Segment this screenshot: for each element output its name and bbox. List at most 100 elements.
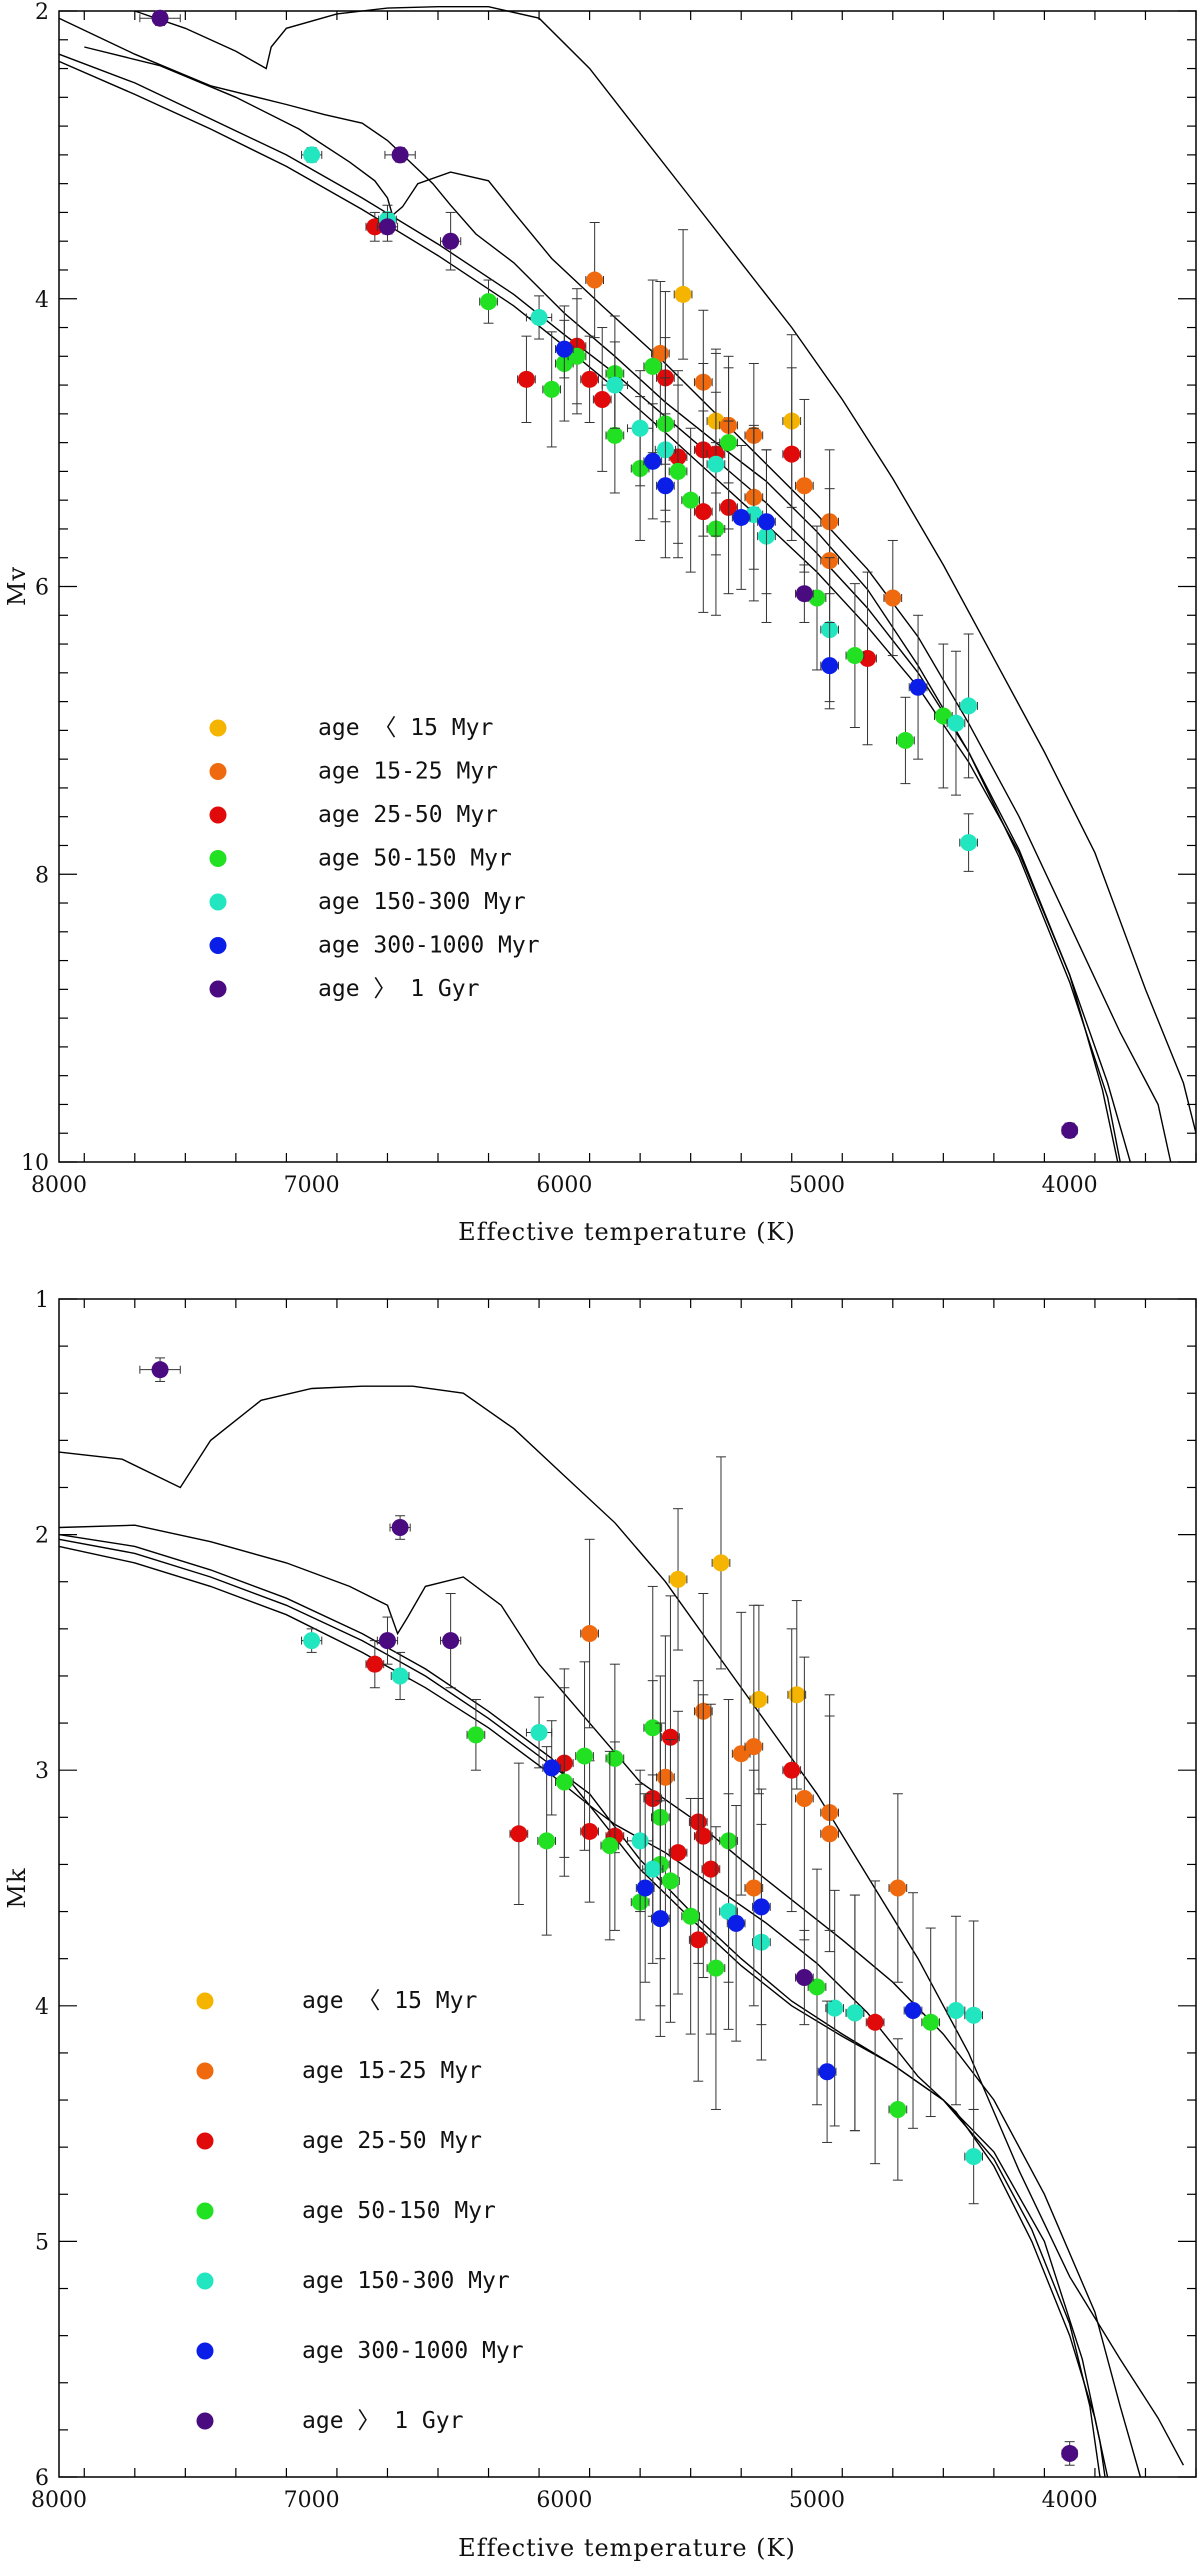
mv-point-7-6 [1061, 1121, 1079, 1139]
mv-legend-label-7: age 〉 1 Gyr [318, 976, 479, 1002]
mk-point-3-12 [688, 1797, 708, 2082]
mk-legend-label-1: age 〈 15 Myr [302, 1988, 477, 2014]
mk-point-1-1 [668, 1508, 688, 1651]
mv-point-5-5 [627, 370, 654, 487]
mk-point-4-12 [681, 1797, 701, 2035]
mv-legend-marker-6 [209, 937, 227, 954]
mk-point-7-2 [389, 1515, 411, 1540]
mk-axis-ticks: 8000 7000 6000 5000 4000 1 2 3 4 5 6 [31, 1288, 1197, 2513]
mv-point-7-4 [440, 211, 462, 271]
mk-point-3-13 [782, 1628, 802, 1913]
mk-points [139, 1357, 1079, 2466]
mv-point-3-12 [782, 367, 802, 541]
mk-point-4-13 [706, 1826, 726, 2110]
mk-point-2-9 [820, 1715, 839, 1953]
mv-y-tick-label: 2 [35, 0, 49, 25]
mv-y-tick-label: 6 [35, 576, 49, 601]
mk-y-tick-label: 1 [35, 1288, 49, 1313]
mk-point-6-7 [903, 1892, 923, 2129]
mk-point-4-6 [600, 1750, 620, 1941]
mk-isochrones [58, 1385, 1185, 2478]
mk-x-tick-label: 8000 [31, 2488, 87, 2513]
mk-point-5-10 [946, 1915, 966, 2106]
mv-legend-label-4: age 50-150 Myr [318, 846, 512, 872]
mv-point-6-4 [731, 445, 751, 590]
mk-point-3-8 [668, 1710, 688, 1995]
mk-point-1-4 [787, 1600, 807, 1790]
mv-isochrone-4 [84, 46, 1172, 1163]
mv-points [139, 9, 1079, 1139]
mk-point-5-12 [964, 2108, 983, 2205]
mk-legend-label-7: age 〉 1 Gyr [302, 2408, 463, 2434]
mk-point-3-14 [865, 1880, 885, 2165]
mk-x-tick-label: 4000 [1042, 2488, 1098, 2513]
mk-x-tick-label: 7000 [284, 2488, 340, 2513]
mk-legend-marker-3 [196, 2132, 214, 2150]
mv-legend-marker-1 [209, 719, 227, 737]
mv-point-3-5 [592, 327, 612, 472]
mv-x-tick-label: 7000 [284, 1173, 340, 1198]
mv-point-3-11 [693, 410, 713, 613]
mv-point-6-3 [656, 413, 675, 559]
mk-isochrone-4 [58, 1524, 1142, 2478]
mv-point-4-4 [567, 298, 587, 415]
mv-point-7-3 [376, 211, 399, 242]
mv-isochrone-5 [134, 6, 1197, 1134]
mk-point-2-10 [888, 1793, 908, 1983]
mv-point-4-17 [933, 643, 953, 789]
mv-legend-marker-5 [209, 893, 227, 911]
mk-point-6-2 [635, 1793, 655, 1983]
mv-point-7-5 [795, 564, 814, 623]
mk-point-3-1 [365, 1640, 385, 1689]
mk-legend-marker-6 [196, 2342, 214, 2360]
mk-legend: age 〈 15 Myr age 15-25 Myr age 25-50 Myr ag… [196, 1988, 524, 2434]
mv-point-5-11 [946, 650, 966, 796]
mk-point-4-11 [661, 1739, 680, 2023]
mv-legend-label-5: age 150-300 Myr [318, 889, 526, 915]
mk-point-5-3 [525, 1696, 553, 1769]
mk-x-tick-label: 6000 [536, 2488, 592, 2513]
mk-point-6-4 [726, 1805, 746, 2042]
mv-legend-label-3: age 25-50 Myr [318, 802, 498, 828]
mk-legend-label-5: age 150-300 Myr [302, 2268, 510, 2294]
mk-point-4-18 [888, 2038, 908, 2181]
mv-point-3-4 [580, 335, 599, 423]
mv-axis-ticks: 8000 7000 6000 5000 4000 2 4 6 8 10 [21, 0, 1197, 1198]
mv-y-tick-label: 4 [35, 288, 49, 313]
mv-point-4-15 [845, 583, 865, 728]
mk-y-tick-label: 2 [35, 1524, 49, 1549]
mk-point-4-17 [921, 1927, 941, 2118]
mk-x-axis-label: Effective temperature (K) [458, 2534, 796, 2562]
mv-legend-marker-2 [209, 763, 227, 780]
mv-point-4-13 [719, 355, 738, 530]
mv-point-6-7 [908, 614, 928, 760]
mk-point-3-10 [693, 1694, 713, 1979]
mk-point-3-11 [701, 1703, 721, 2035]
mk-point-4-4 [575, 1661, 594, 1851]
mk-y-tick-label: 6 [35, 2466, 49, 2491]
mv-x-tick-label: 5000 [789, 1173, 845, 1198]
mk-point-7-3 [376, 1616, 399, 1665]
mk-legend-marker-5 [196, 2272, 214, 2290]
mv-point-7-2 [384, 146, 416, 164]
mv-point-6-1 [554, 319, 574, 379]
mk-point-1-3 [749, 1604, 769, 1795]
mk-point-6-3 [651, 1800, 670, 2037]
mv-legend-marker-3 [209, 806, 227, 824]
mk-point-2-7 [795, 1656, 814, 1941]
mv-point-6-6 [820, 621, 839, 710]
mk-y-axis-label: Mk [3, 1867, 31, 1908]
mv-point-6-5 [757, 449, 776, 595]
mk-point-4-15 [807, 1868, 827, 2106]
mk-point-7-5 [795, 1929, 814, 2026]
mk-point-5-8 [825, 1889, 845, 2127]
mv-point-4-16 [896, 696, 915, 785]
mv-legend-marker-4 [209, 850, 227, 867]
mk-point-2-4 [731, 1611, 751, 1896]
mk-point-5-2 [390, 1651, 410, 1701]
mk-point-5-11 [964, 1920, 983, 2110]
mk-y-tick-label: 4 [35, 1995, 49, 2020]
mk-point-6-5 [752, 1788, 771, 2026]
mk-point-4-3 [554, 1687, 574, 1877]
